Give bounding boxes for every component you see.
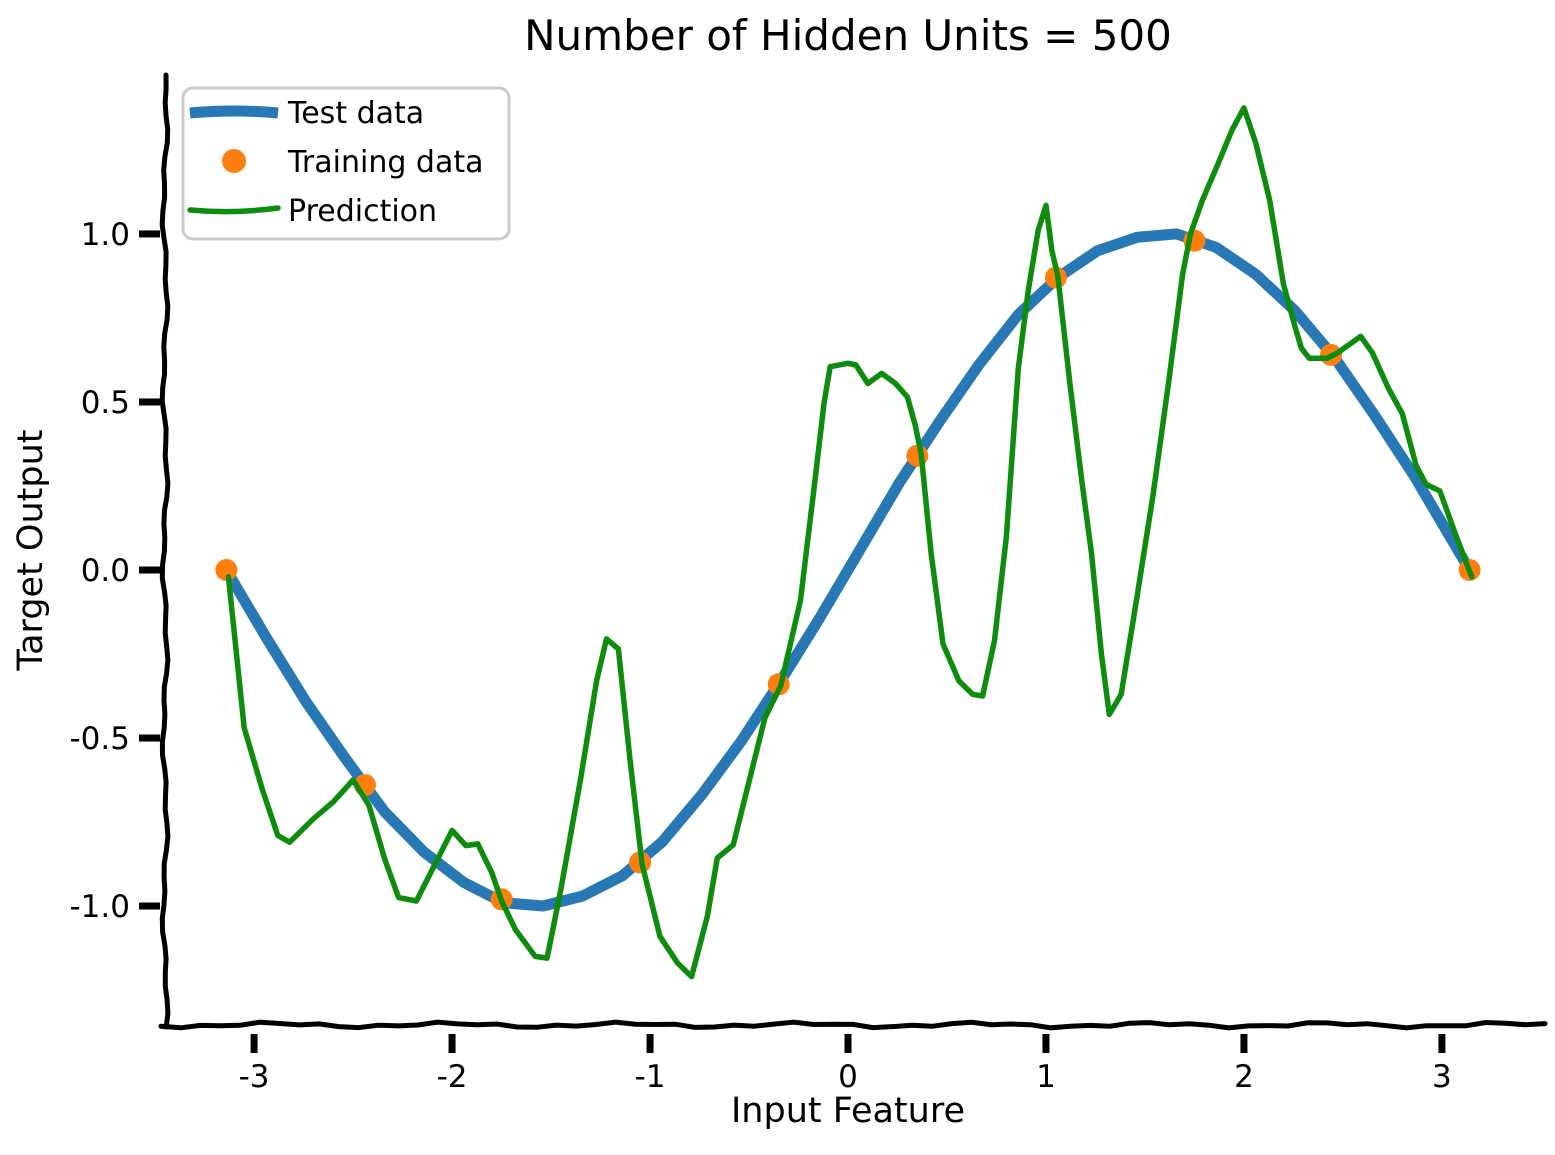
x-axis-spine <box>158 1019 1548 1031</box>
x-axis-label: Input Feature <box>731 1091 965 1131</box>
x-tick-mark <box>646 1034 654 1053</box>
y-axis-label: Target Output <box>11 430 51 672</box>
x-tick-label: -2 <box>437 1059 468 1095</box>
x-tick-label: -1 <box>635 1059 666 1095</box>
x-tick-mark <box>1438 1034 1446 1053</box>
y-tick-mark <box>139 566 160 574</box>
y-tick-label: 0.0 <box>81 553 130 589</box>
legend-training-dot-swatch <box>222 149 246 173</box>
x-tick-label: 0 <box>838 1059 858 1095</box>
y-tick-label: 1.0 <box>81 217 130 253</box>
legend-label-training-data: Training data <box>287 145 483 180</box>
x-tick-label: 1 <box>1036 1059 1056 1095</box>
y-tick-label: 0.5 <box>81 385 130 421</box>
x-tick-label: -3 <box>239 1059 270 1095</box>
x-tick-mark <box>250 1034 258 1053</box>
legend-label-test-data: Test data <box>287 96 424 131</box>
x-tick-mark <box>1240 1034 1248 1053</box>
prediction-line <box>225 105 1475 980</box>
axis-spines <box>158 72 1548 1031</box>
x-tick-label: 3 <box>1432 1059 1452 1095</box>
x-tick-mark <box>1042 1034 1050 1053</box>
legend: Test data Training data Prediction <box>181 86 511 241</box>
y-tick-mark <box>139 230 160 238</box>
y-tick-mark <box>139 902 160 910</box>
legend-label-prediction: Prediction <box>288 194 437 229</box>
chart-title: Number of Hidden Units = 500 <box>524 11 1172 60</box>
legend-prediction-line-swatch <box>187 205 281 215</box>
y-tick-mark <box>139 734 160 742</box>
y-axis-spine <box>159 72 171 1030</box>
x-tick-label: 2 <box>1234 1059 1254 1095</box>
x-tick-mark <box>448 1034 456 1053</box>
y-tick-label: -0.5 <box>70 721 131 757</box>
y-tick-mark <box>139 398 160 406</box>
legend-test-line-swatch <box>189 105 279 119</box>
test-data-line <box>220 228 1476 912</box>
plot-series <box>215 105 1481 980</box>
y-tick-label: -1.0 <box>70 889 131 925</box>
axis-ticks: -3 -2 -1 0 1 2 3 1.0 0.5 0.0 -0.5 -1.0 <box>70 217 1452 1095</box>
legend-box <box>181 86 511 241</box>
x-tick-mark <box>844 1034 852 1053</box>
training-data-point <box>215 559 238 581</box>
